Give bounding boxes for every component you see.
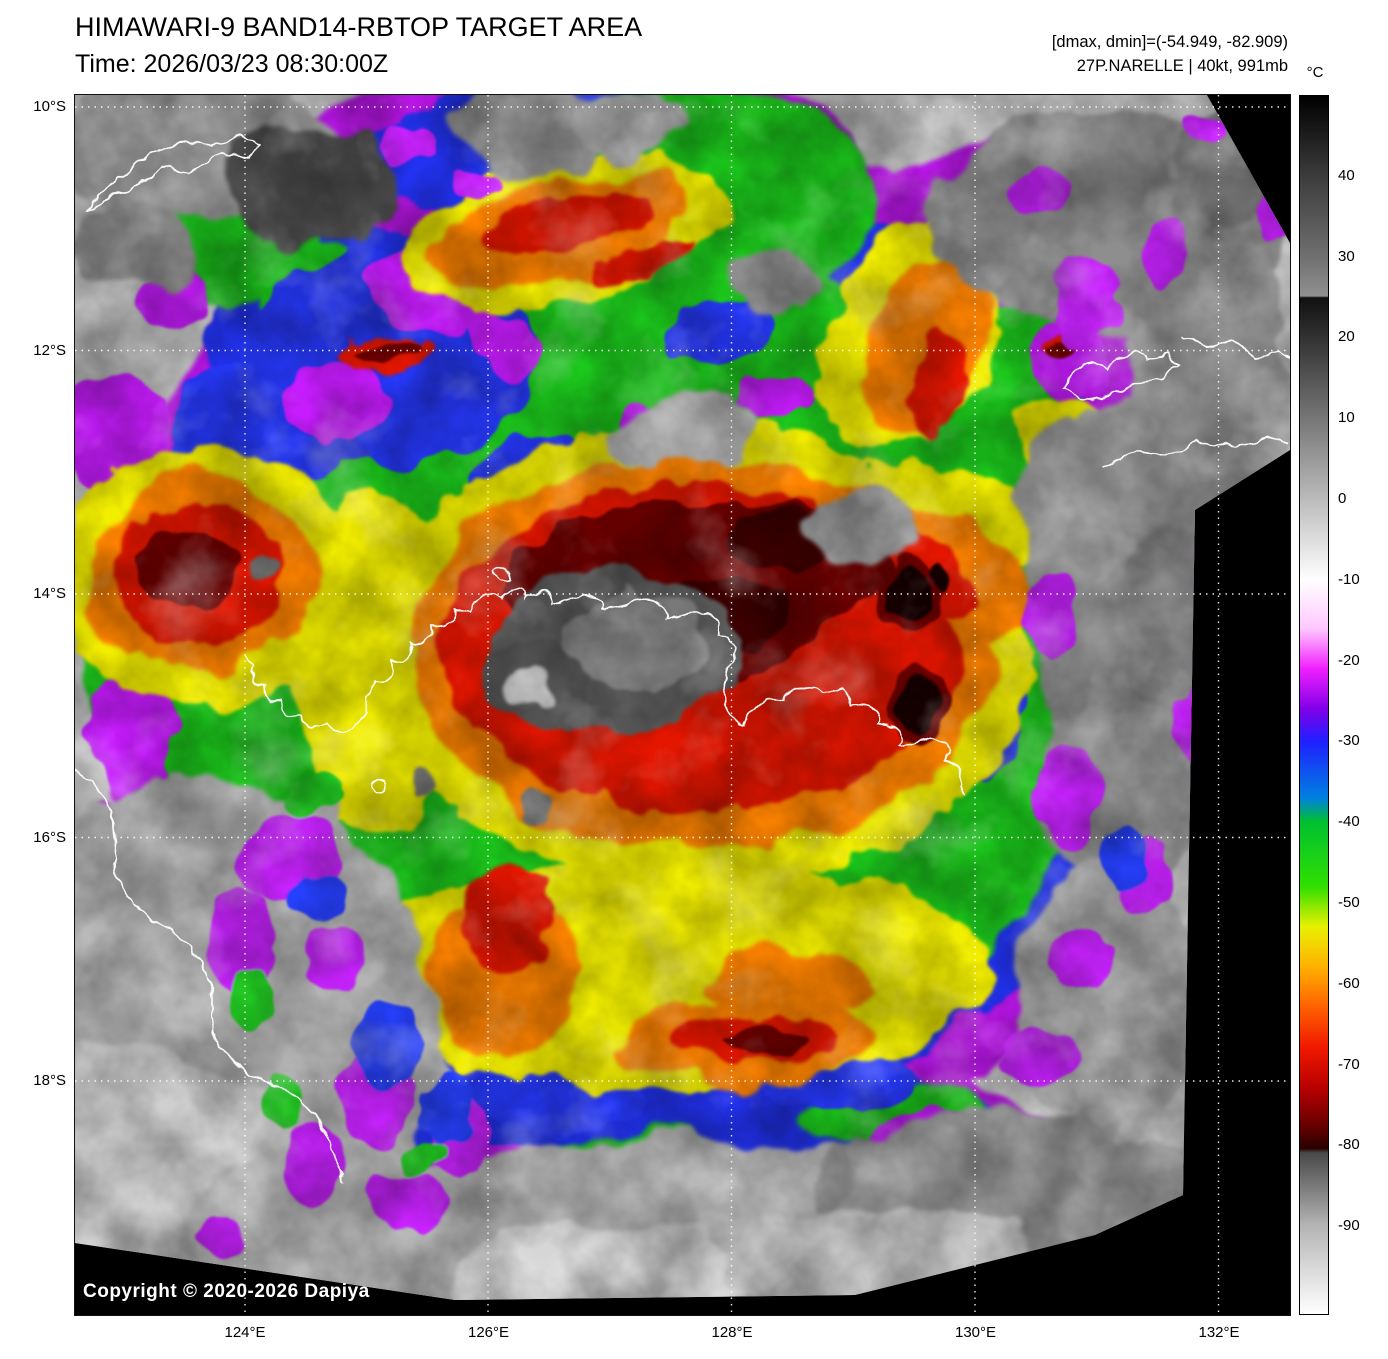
colorbar-tick-label: -70 xyxy=(1338,1055,1360,1073)
lon-tick-label: 130°E xyxy=(954,1324,997,1341)
colorbar-tick-label: 10 xyxy=(1338,409,1355,427)
graticule xyxy=(75,95,1290,1315)
scan-footprint xyxy=(75,95,1290,1300)
colorbar-tick-label: -80 xyxy=(1338,1136,1360,1154)
colorbar-tick-label: 20 xyxy=(1338,328,1355,346)
coast-timor xyxy=(86,136,261,214)
colorbar-tick-label: 30 xyxy=(1338,247,1355,265)
coast-island-small-1 xyxy=(370,779,389,794)
coast-island-small-2 xyxy=(494,567,513,582)
colorbar-tick-label: -50 xyxy=(1338,893,1360,911)
colorbar-tick-label: -10 xyxy=(1338,570,1360,588)
colorbar-tick-label: -20 xyxy=(1338,651,1360,669)
colorbar-tick-label: -90 xyxy=(1338,1217,1360,1235)
copyright: Copyright © 2020-2026 Dapiya xyxy=(83,1281,370,1302)
colorbar-tick-label: 40 xyxy=(1338,166,1355,184)
lat-tick-label: 10°S xyxy=(33,98,66,115)
storm-label: 27P.NARELLE | 40kt, 991mb xyxy=(1076,57,1288,75)
lon-tick-label: 124°E xyxy=(224,1324,266,1341)
cloud-texture-light xyxy=(75,95,1290,1300)
colorbar-unit: °C xyxy=(1306,64,1324,81)
coast-kimberley xyxy=(244,587,966,797)
colorbar-gradient xyxy=(1299,95,1329,1315)
coast-west-australia xyxy=(75,768,344,1182)
lat-tick-label: 14°S xyxy=(33,585,66,602)
lon-tick-label: 128°E xyxy=(711,1324,753,1341)
coast-tiwi-islands xyxy=(1061,351,1179,402)
colorbar-tick-label: 0 xyxy=(1338,489,1347,507)
lat-tick-label: 16°S xyxy=(33,828,66,846)
coast-arnhem-south xyxy=(1102,436,1290,468)
coast-arnhem-north xyxy=(1182,336,1290,359)
coastlines xyxy=(75,136,1290,1182)
dmax-dmin-label: [dmax, dmin]=(-54.949, -82.909) xyxy=(1051,33,1288,51)
colorbar-tick-label: -30 xyxy=(1338,732,1360,750)
satellite-map: Copyright © 2020-2026 Dapiya xyxy=(74,94,1291,1316)
lon-tick-label: 126°E xyxy=(467,1324,510,1341)
page-title: HIMAWARI-9 BAND14-RBTOP TARGET AREA xyxy=(75,12,643,42)
lat-tick-label: 12°S xyxy=(33,341,66,359)
lat-tick-label: 18°S xyxy=(33,1072,66,1089)
timestamp: Time: 2026/03/23 08:30:00Z xyxy=(75,50,389,78)
lon-tick-label: 132°E xyxy=(1198,1324,1240,1341)
info-block: [dmax, dmin]=(-54.949, -82.909) 27P.NARE… xyxy=(1052,30,1288,78)
colorbar-tick-label: -60 xyxy=(1338,974,1360,992)
satellite-image xyxy=(75,95,1290,1315)
colorbar-tick-label: -40 xyxy=(1338,813,1360,831)
